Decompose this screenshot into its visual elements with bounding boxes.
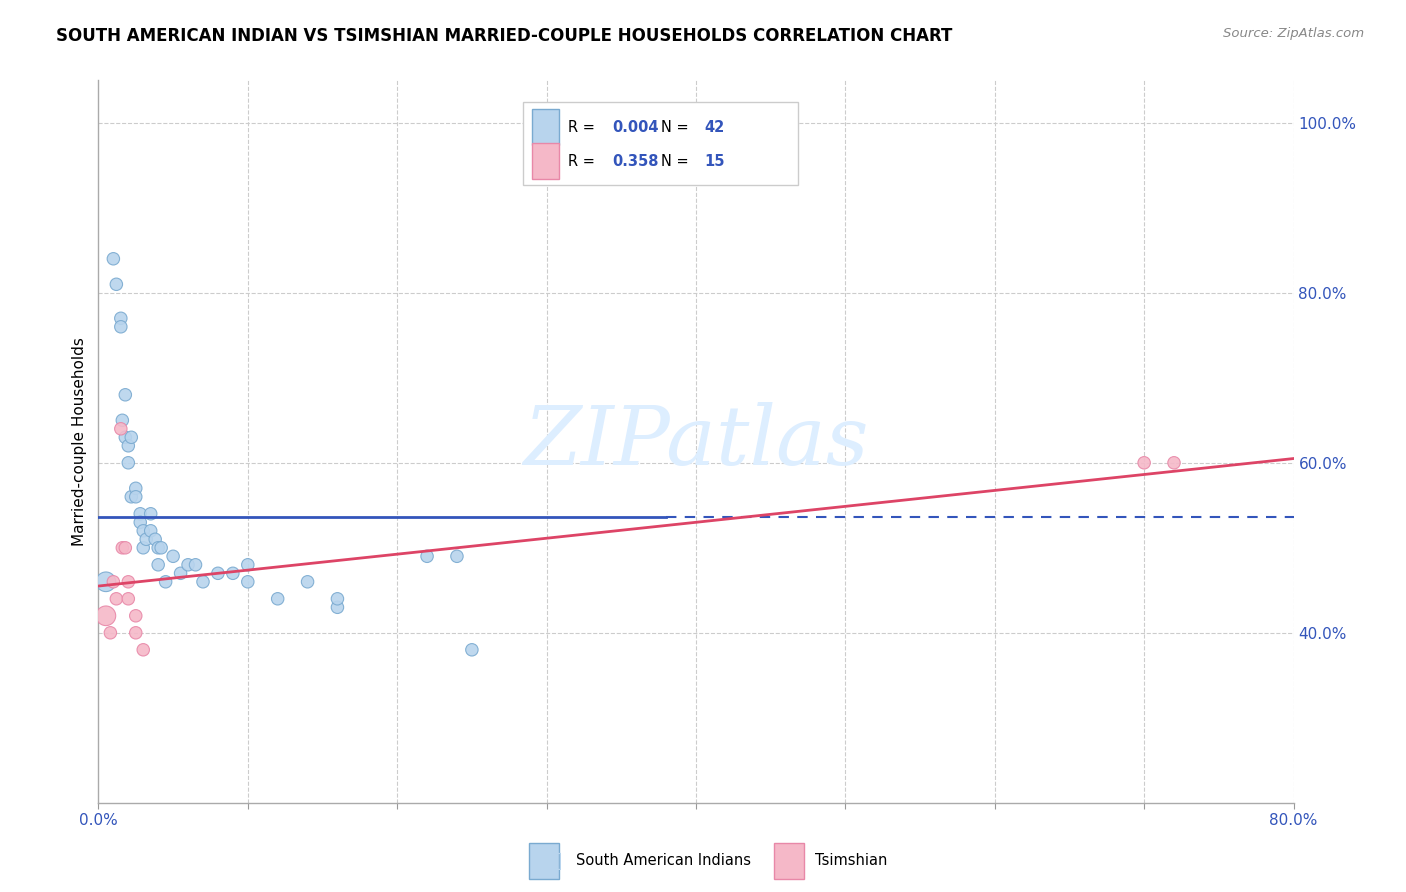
Point (98, 625, 122, 640)
Text: □: □ (543, 851, 562, 871)
Point (143, 533, 166, 547)
Point (236, 558, 259, 572)
Point (110, 422, 132, 436)
Point (129, 507, 152, 521)
Point (132, 642, 155, 657)
Text: Source: ZipAtlas.com: Source: ZipAtlas.com (1223, 27, 1364, 40)
Point (129, 516, 152, 530)
FancyBboxPatch shape (773, 843, 804, 879)
Point (120, 430, 142, 444)
Point (177, 558, 200, 572)
Text: 42: 42 (704, 120, 724, 135)
Point (169, 566, 191, 581)
Point (326, 600, 349, 615)
Point (125, 608, 148, 623)
Text: ZIPatlas: ZIPatlas (523, 401, 869, 482)
Point (120, 490, 142, 504)
Point (132, 524, 155, 538)
Point (135, 533, 157, 547)
FancyBboxPatch shape (523, 102, 797, 185)
Point (267, 591, 290, 606)
Point (207, 566, 229, 581)
Point (184, 558, 207, 572)
Point (114, 388, 136, 402)
Point (105, 591, 128, 606)
Point (110, 319, 132, 334)
Text: Tsimshian: Tsimshian (815, 853, 887, 868)
Point (103, 574, 125, 589)
Point (1133, 456, 1156, 470)
Text: R =: R = (568, 120, 599, 135)
Point (110, 311, 132, 326)
Point (446, 549, 468, 564)
Point (191, 574, 214, 589)
Text: 0.358: 0.358 (613, 153, 659, 169)
Point (111, 541, 134, 555)
Point (222, 566, 245, 581)
Point (105, 277, 128, 292)
Text: R =: R = (568, 153, 599, 169)
Y-axis label: Married-couple Households: Married-couple Households (72, 337, 87, 546)
Point (416, 549, 439, 564)
Text: South American Indians: South American Indians (576, 853, 751, 868)
Point (148, 541, 170, 555)
Point (117, 439, 139, 453)
Point (236, 574, 259, 589)
Point (117, 591, 139, 606)
Point (148, 558, 170, 572)
FancyBboxPatch shape (529, 843, 558, 879)
Point (139, 524, 162, 538)
Point (162, 549, 184, 564)
Point (139, 507, 162, 521)
Text: N =: N = (661, 153, 693, 169)
Point (125, 481, 148, 495)
Text: N =: N = (661, 120, 693, 135)
Text: 15: 15 (704, 153, 725, 169)
Point (125, 490, 148, 504)
Point (114, 430, 136, 444)
Point (103, 252, 125, 266)
Text: 0.004: 0.004 (613, 120, 659, 135)
Point (461, 642, 484, 657)
Point (155, 574, 177, 589)
Text: SOUTH AMERICAN INDIAN VS TSIMSHIAN MARRIED-COUPLE HOUSEHOLDS CORRELATION CHART: SOUTH AMERICAN INDIAN VS TSIMSHIAN MARRI… (56, 27, 953, 45)
Point (125, 625, 148, 640)
Point (94, 608, 117, 623)
Point (117, 574, 139, 589)
Point (114, 541, 136, 555)
FancyBboxPatch shape (533, 143, 558, 179)
Point (326, 591, 349, 606)
Point (132, 541, 155, 555)
Point (1163, 456, 1185, 470)
Point (297, 574, 319, 589)
FancyBboxPatch shape (533, 109, 558, 145)
Point (94, 574, 117, 589)
Point (150, 541, 173, 555)
Point (111, 413, 134, 427)
Point (117, 456, 139, 470)
